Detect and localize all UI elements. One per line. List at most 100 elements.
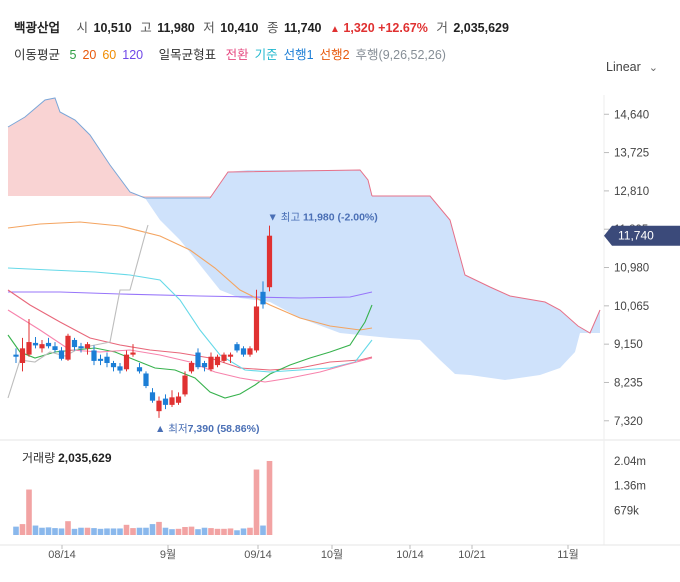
ichimoku-line-2[interactable]: 선행1 xyxy=(283,48,314,62)
candle-17 xyxy=(123,350,130,372)
candle-8 xyxy=(65,333,71,361)
volume-bar-6 xyxy=(52,528,58,535)
x-tick-label-1: 9월 xyxy=(160,548,176,561)
volume-bar-17 xyxy=(123,524,130,535)
ichimoku-span2-upper xyxy=(209,169,373,199)
price-tick-label-1: 13,725 xyxy=(614,148,649,160)
candle-21 xyxy=(149,388,156,403)
candle-27 xyxy=(188,360,195,374)
ichimoku-line-1[interactable]: 기준 xyxy=(254,48,278,62)
candle-11 xyxy=(84,342,91,355)
open-value: 10,510 xyxy=(93,21,132,35)
x-tick-label-3: 10월 xyxy=(321,548,343,561)
current-price-tag: 11,740 xyxy=(604,225,680,246)
candle-10 xyxy=(78,342,84,353)
ichimoku-line-3[interactable]: 선행2 xyxy=(319,48,350,62)
price-tick-label-0: 14,640 xyxy=(614,109,649,121)
ichimoku-cloud-bull xyxy=(145,170,600,380)
candle-body xyxy=(234,344,240,351)
ichimoku-line-4[interactable]: 후행(9,26,52,26) xyxy=(355,48,446,62)
price-tick-label-5: 10,065 xyxy=(614,301,649,313)
candle-16 xyxy=(117,363,123,374)
candle-body xyxy=(156,400,162,412)
ma120-line xyxy=(8,291,373,299)
ma-period-120[interactable]: 120 xyxy=(122,48,144,62)
x-tick-label-5: 10/21 xyxy=(458,549,486,561)
chevron-down-icon: ⌄ xyxy=(648,62,658,74)
candle-37 xyxy=(253,289,260,353)
candle-31 xyxy=(214,354,221,368)
candle-body xyxy=(260,291,266,305)
volume-tick-label-0: 2.04m xyxy=(614,456,646,468)
ma-period-5[interactable]: 5 xyxy=(69,48,77,62)
candle-12 xyxy=(91,345,97,366)
ichimoku-span2-line xyxy=(372,195,601,334)
low-annotation-value: 7,390 (58.86%) xyxy=(188,423,260,435)
candle-body xyxy=(117,366,123,371)
candle-body xyxy=(175,396,182,403)
candle-2 xyxy=(26,319,32,357)
stock-name: 백광산업 xyxy=(14,21,61,35)
candle-19 xyxy=(136,363,143,374)
volume-value: 2,035,629 xyxy=(453,21,509,35)
ma-period-20[interactable]: 20 xyxy=(82,48,97,62)
current-price-tag-bg xyxy=(604,225,680,246)
candle-4 xyxy=(39,339,45,353)
volume-bar-7 xyxy=(58,528,65,535)
candle-body xyxy=(58,350,65,359)
candle-3 xyxy=(32,337,39,349)
volume-bar-25 xyxy=(175,528,182,535)
ichimoku-line-0[interactable]: 전환 xyxy=(225,48,249,62)
close-label: 종 xyxy=(266,21,279,35)
candle-body xyxy=(136,367,143,372)
ma-label[interactable]: 이동평균 xyxy=(14,48,61,62)
candle-body xyxy=(214,356,221,366)
volume-bar-32 xyxy=(221,528,227,535)
x-tick-label-0: 08/14 xyxy=(48,549,76,561)
candle-body xyxy=(32,342,39,346)
low-value: 10,410 xyxy=(220,21,259,35)
volume-bar-24 xyxy=(169,529,175,535)
candle-body xyxy=(240,348,247,355)
volume-bar-2 xyxy=(26,489,32,535)
candle-body xyxy=(221,354,227,361)
candle-body xyxy=(195,352,201,368)
ma-period-60[interactable]: 60 xyxy=(102,48,117,62)
candle-body xyxy=(162,398,169,405)
ichimoku-label[interactable]: 일목균형표 xyxy=(158,48,217,62)
candle-body xyxy=(247,348,253,355)
volume-bar-20 xyxy=(143,527,149,535)
volume-panel-label: 거래량 2,035,629 xyxy=(22,449,112,466)
candle-39 xyxy=(266,225,273,292)
high-annotation-value: 11,980 (-2.00%) xyxy=(303,212,378,224)
volume-bar-21 xyxy=(149,524,156,535)
volume-bar-3 xyxy=(32,525,39,535)
candle-38 xyxy=(260,281,266,309)
volume-bar-35 xyxy=(240,528,247,535)
volume-bar-34 xyxy=(234,530,240,535)
scale-select[interactable]: Linear ⌄ xyxy=(606,60,658,74)
x-tick-label-2: 09/14 xyxy=(244,549,272,561)
candle-body xyxy=(208,356,214,370)
volume-bar-30 xyxy=(208,528,214,535)
candle-body xyxy=(110,363,117,368)
volume-bar-1 xyxy=(19,524,26,535)
candle-25 xyxy=(175,392,182,405)
candle-body xyxy=(26,342,32,355)
close-value: 11,740 xyxy=(283,21,322,35)
volume-bar-0 xyxy=(13,526,19,535)
volume-bar-16 xyxy=(117,528,123,535)
volume-bar-5 xyxy=(45,527,52,535)
change-percent: +12.67% xyxy=(378,21,428,35)
candle-body xyxy=(123,354,130,370)
ma-periods: 5 20 60 120 xyxy=(67,48,147,62)
volume-label: 거 xyxy=(436,21,448,35)
candle-32 xyxy=(221,352,227,363)
volume-bar-37 xyxy=(253,469,260,535)
stock-summary: 백광산업 시 10,510 고 11,980 저 10,410 종 11,740… xyxy=(14,17,509,36)
candle-body xyxy=(227,354,234,357)
volume-tick-label-1: 1.36m xyxy=(614,481,646,493)
volume-bar-4 xyxy=(39,527,45,535)
change-arrow-icon: ▲ xyxy=(330,24,340,35)
